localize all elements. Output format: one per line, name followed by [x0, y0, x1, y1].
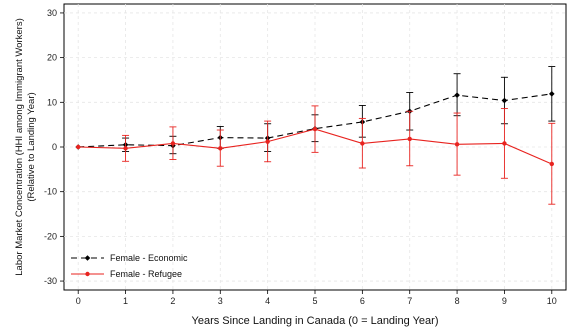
data-point [76, 144, 81, 150]
x-tick-label: 8 [455, 296, 460, 306]
x-tick-label: 9 [502, 296, 507, 306]
x-axis-title: Years Since Landing in Canada (0 = Landi… [192, 315, 439, 327]
x-tick-label: 0 [76, 296, 81, 306]
series-2 [76, 105, 556, 205]
data-point [454, 92, 460, 98]
series-layer [75, 66, 556, 205]
data-point [454, 142, 460, 147]
data-point [123, 146, 128, 151]
data-point [549, 161, 554, 167]
data-point [312, 126, 318, 132]
axes: -30 -20 -10 0 10 20 30 0 1 2 3 4 5 6 7 8 9 10 [44, 8, 557, 306]
data-point [407, 136, 412, 142]
y-axis-title-line-1: Labor Market Concentration (HHI among Im… [14, 18, 25, 275]
data-point [360, 141, 365, 146]
y-tick-label: 20 [47, 53, 57, 63]
data-point [502, 141, 507, 146]
legend-marker [85, 271, 90, 277]
legend-label: Female - Economic [110, 253, 188, 263]
y-tick-label: 30 [47, 8, 57, 18]
x-tick-label: 7 [407, 296, 412, 306]
y-tick-label: -30 [44, 276, 57, 286]
legend-label: Female - Refugee [110, 269, 182, 279]
y-tick-label: 10 [47, 97, 57, 107]
y-tick-label: 0 [52, 142, 57, 152]
x-tick-label: 1 [123, 296, 128, 306]
data-point [548, 91, 555, 97]
legend-marker [84, 255, 91, 261]
y-axis-title-line-2: (Relative to Landing Year) [26, 92, 37, 201]
x-tick-label: 10 [547, 296, 557, 306]
data-point [501, 97, 508, 104]
data-point [265, 139, 270, 144]
legend-item-2: Female - Refugee [71, 269, 182, 279]
x-tick-label: 2 [170, 296, 175, 306]
series-line [78, 93, 552, 148]
data-point [218, 146, 223, 151]
legend-item-1: Female - Economic [71, 253, 188, 263]
legend: Female - Economic Female - Refugee [71, 253, 188, 279]
x-tick-label: 4 [265, 296, 270, 306]
x-tick-label: 3 [218, 296, 223, 306]
y-tick-label: -20 [44, 231, 57, 241]
x-tick-label: 6 [360, 296, 365, 306]
x-tick-label: 5 [312, 296, 317, 306]
y-tick-label: -10 [44, 187, 57, 197]
data-point [170, 141, 176, 146]
